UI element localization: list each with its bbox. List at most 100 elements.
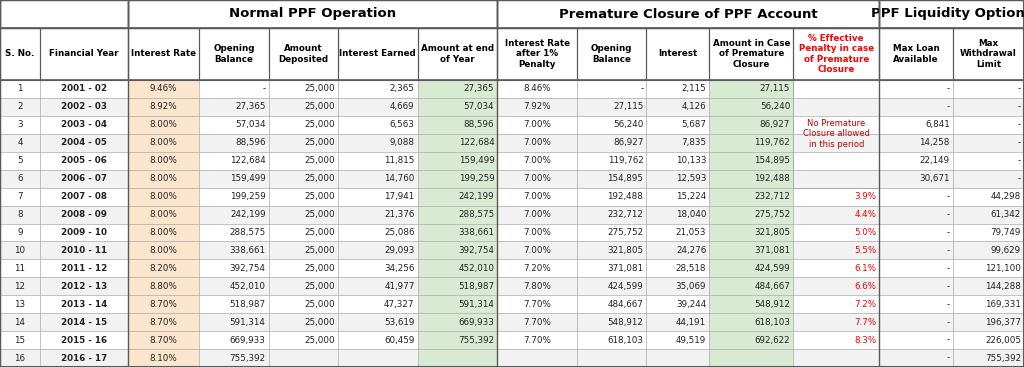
- Text: -: -: [946, 282, 949, 291]
- Text: 25,000: 25,000: [304, 102, 335, 112]
- Bar: [710, 152, 794, 170]
- Text: 154,895: 154,895: [755, 156, 791, 165]
- Text: 8.46%: 8.46%: [523, 84, 551, 94]
- Bar: [200, 28, 268, 80]
- Text: 121,100: 121,100: [985, 264, 1021, 273]
- Text: -: -: [946, 318, 949, 327]
- Text: -: -: [946, 192, 949, 201]
- Text: 2009 - 10: 2009 - 10: [61, 228, 106, 237]
- Bar: [418, 259, 498, 277]
- Text: 25,000: 25,000: [304, 138, 335, 147]
- Bar: [710, 28, 794, 80]
- Bar: [0, 331, 1024, 349]
- Text: 242,199: 242,199: [230, 210, 265, 219]
- Text: -: -: [946, 210, 949, 219]
- Text: 2,365: 2,365: [390, 84, 415, 94]
- Bar: [128, 295, 200, 313]
- Text: 11: 11: [14, 264, 26, 273]
- Text: Normal PPF Operation: Normal PPF Operation: [229, 7, 396, 21]
- Bar: [418, 116, 498, 134]
- Text: 2010 - 11: 2010 - 11: [60, 246, 106, 255]
- Bar: [880, 28, 952, 80]
- Text: 8.00%: 8.00%: [150, 138, 177, 147]
- Text: 6.6%: 6.6%: [854, 282, 877, 291]
- Text: 56,240: 56,240: [613, 120, 643, 129]
- Text: 6: 6: [17, 174, 23, 183]
- Text: 452,010: 452,010: [229, 282, 265, 291]
- Text: Amount
Deposited: Amount Deposited: [279, 44, 329, 64]
- Text: 1: 1: [17, 84, 23, 94]
- Text: 7.00%: 7.00%: [523, 174, 551, 183]
- Text: 30,671: 30,671: [920, 174, 949, 183]
- Text: 338,661: 338,661: [229, 246, 265, 255]
- Text: 4,126: 4,126: [682, 102, 707, 112]
- Text: 7.92%: 7.92%: [523, 102, 551, 112]
- Text: 2,115: 2,115: [682, 84, 707, 94]
- Text: 2015 - 16: 2015 - 16: [60, 335, 106, 345]
- Bar: [0, 80, 1024, 98]
- Text: -: -: [946, 264, 949, 273]
- Text: 57,034: 57,034: [234, 120, 265, 129]
- Bar: [710, 277, 794, 295]
- Text: 7: 7: [17, 192, 23, 201]
- Bar: [710, 80, 794, 98]
- Text: 9: 9: [17, 228, 23, 237]
- Bar: [128, 206, 200, 224]
- Bar: [128, 0, 498, 28]
- Bar: [418, 241, 498, 259]
- Bar: [268, 28, 338, 80]
- Text: 7.00%: 7.00%: [523, 120, 551, 129]
- Text: 6,841: 6,841: [925, 120, 949, 129]
- Bar: [418, 188, 498, 206]
- Bar: [418, 98, 498, 116]
- Text: 7.00%: 7.00%: [523, 156, 551, 165]
- Bar: [578, 28, 646, 80]
- Text: 4.4%: 4.4%: [854, 210, 877, 219]
- Text: 49,519: 49,519: [676, 335, 707, 345]
- Text: 424,599: 424,599: [755, 264, 791, 273]
- Text: 27,115: 27,115: [613, 102, 643, 112]
- Text: 392,754: 392,754: [229, 264, 265, 273]
- Bar: [710, 224, 794, 241]
- Text: 122,684: 122,684: [459, 138, 495, 147]
- Text: 41,977: 41,977: [384, 282, 415, 291]
- Bar: [418, 349, 498, 367]
- Text: 44,191: 44,191: [676, 318, 707, 327]
- Text: 548,912: 548,912: [607, 318, 643, 327]
- Text: 154,895: 154,895: [607, 174, 643, 183]
- Text: 232,712: 232,712: [607, 210, 643, 219]
- Bar: [498, 28, 578, 80]
- Text: 25,000: 25,000: [304, 300, 335, 309]
- Text: 8.00%: 8.00%: [150, 210, 177, 219]
- Bar: [710, 259, 794, 277]
- Text: 288,575: 288,575: [458, 210, 495, 219]
- Text: 119,762: 119,762: [607, 156, 643, 165]
- Text: 192,488: 192,488: [607, 192, 643, 201]
- Bar: [418, 277, 498, 295]
- Bar: [710, 98, 794, 116]
- Text: 144,288: 144,288: [985, 282, 1021, 291]
- Text: 2003 - 04: 2003 - 04: [61, 120, 106, 129]
- Text: 692,622: 692,622: [755, 335, 791, 345]
- Text: 15,224: 15,224: [676, 192, 707, 201]
- Bar: [710, 116, 794, 134]
- Text: 338,661: 338,661: [459, 228, 495, 237]
- Text: 669,933: 669,933: [229, 335, 265, 345]
- Text: 22,149: 22,149: [920, 156, 949, 165]
- Text: -: -: [946, 246, 949, 255]
- Text: 8.00%: 8.00%: [150, 228, 177, 237]
- Bar: [880, 0, 1024, 28]
- Text: 8.00%: 8.00%: [150, 156, 177, 165]
- Bar: [418, 206, 498, 224]
- Text: 321,805: 321,805: [754, 228, 791, 237]
- Text: 27,365: 27,365: [464, 84, 495, 94]
- Bar: [0, 241, 1024, 259]
- Bar: [128, 259, 200, 277]
- Text: 548,912: 548,912: [755, 300, 791, 309]
- Text: 7.00%: 7.00%: [523, 246, 551, 255]
- Text: 7.00%: 7.00%: [523, 210, 551, 219]
- Text: 6,563: 6,563: [390, 120, 415, 129]
- Text: -: -: [1018, 84, 1021, 94]
- Text: 25,000: 25,000: [304, 246, 335, 255]
- Bar: [710, 349, 794, 367]
